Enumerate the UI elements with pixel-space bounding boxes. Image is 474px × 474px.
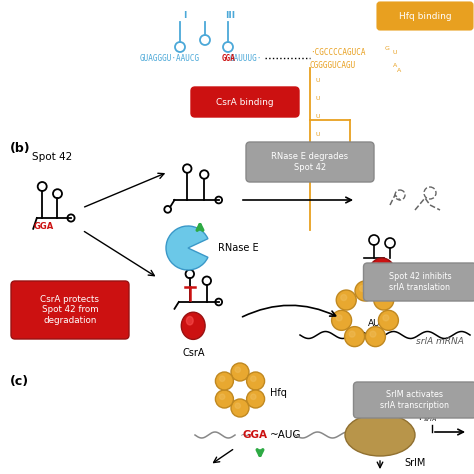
FancyBboxPatch shape <box>354 382 474 418</box>
Circle shape <box>219 394 225 400</box>
Circle shape <box>336 290 356 310</box>
Text: P$_{\it{srlA}}$: P$_{\it{srlA}}$ <box>418 412 437 424</box>
Circle shape <box>215 390 233 408</box>
FancyBboxPatch shape <box>246 142 374 182</box>
Text: U: U <box>316 95 320 100</box>
Circle shape <box>336 315 342 321</box>
Circle shape <box>370 331 376 337</box>
Text: ·CGCCCCAGUCA: ·CGCCCCAGUCA <box>310 47 365 56</box>
Text: A: A <box>397 67 401 73</box>
Text: (c): (c) <box>10 375 29 388</box>
Circle shape <box>251 376 256 382</box>
Circle shape <box>349 331 355 337</box>
Text: CsrA protects
Spot 42 from
degradation: CsrA protects Spot 42 from degradation <box>40 295 100 325</box>
FancyBboxPatch shape <box>191 87 299 117</box>
Text: GGA: GGA <box>222 54 236 63</box>
Circle shape <box>359 285 365 292</box>
Circle shape <box>383 315 389 321</box>
Text: (b): (b) <box>10 142 31 155</box>
Circle shape <box>365 327 385 346</box>
Ellipse shape <box>372 263 380 273</box>
Text: I: I <box>183 11 187 20</box>
Text: GAUUUG·: GAUUUG· <box>230 54 263 63</box>
Text: U: U <box>316 78 320 82</box>
Text: RNase E degrades
Spot 42: RNase E degrades Spot 42 <box>272 152 348 172</box>
Text: Hfq: Hfq <box>270 388 287 398</box>
Text: CGGGGUCAGU: CGGGGUCAGU <box>310 61 356 70</box>
Ellipse shape <box>181 312 205 339</box>
FancyBboxPatch shape <box>364 263 474 301</box>
FancyBboxPatch shape <box>377 2 473 30</box>
Circle shape <box>355 281 375 301</box>
Text: G: G <box>385 46 390 51</box>
Circle shape <box>345 327 365 346</box>
Ellipse shape <box>345 414 415 456</box>
Text: U: U <box>316 113 320 118</box>
Text: ~: ~ <box>240 428 250 441</box>
Text: GUAGGGU·AAUCG: GUAGGGU·AAUCG <box>140 54 200 63</box>
Ellipse shape <box>368 258 396 292</box>
Circle shape <box>378 294 384 301</box>
Text: GGA: GGA <box>34 222 54 230</box>
Wedge shape <box>166 226 208 270</box>
FancyBboxPatch shape <box>11 281 129 339</box>
Text: ~AUG: ~AUG <box>270 430 301 440</box>
Text: III: III <box>225 11 235 20</box>
Circle shape <box>235 403 240 409</box>
Circle shape <box>341 294 347 301</box>
Text: SrlM: SrlM <box>404 458 426 468</box>
Circle shape <box>231 399 249 417</box>
Circle shape <box>235 367 240 373</box>
Circle shape <box>332 310 352 330</box>
Circle shape <box>374 290 394 310</box>
Circle shape <box>378 310 399 330</box>
Text: CsrA binding: CsrA binding <box>216 98 274 107</box>
Text: RNase E: RNase E <box>218 243 259 253</box>
Circle shape <box>231 363 249 381</box>
Text: U: U <box>316 149 320 155</box>
Text: SrlM activates
srlA transcription: SrlM activates srlA transcription <box>381 390 449 410</box>
Text: Hfq binding: Hfq binding <box>399 11 451 20</box>
Circle shape <box>215 372 233 390</box>
Text: A: A <box>393 63 397 67</box>
Ellipse shape <box>186 317 193 325</box>
Text: A: A <box>316 167 320 173</box>
Circle shape <box>246 390 264 408</box>
Text: U: U <box>316 131 320 137</box>
Text: GGA: GGA <box>243 430 267 440</box>
Text: srlA mRNA: srlA mRNA <box>416 337 464 346</box>
Circle shape <box>246 372 264 390</box>
Text: Spot 42 inhibits
srlA translation: Spot 42 inhibits srlA translation <box>389 272 451 292</box>
Text: Spot 42: Spot 42 <box>32 152 72 162</box>
Circle shape <box>219 376 225 382</box>
Circle shape <box>251 394 256 400</box>
Text: AUG: AUG <box>368 319 388 328</box>
Text: U: U <box>393 49 398 55</box>
Text: CsrA: CsrA <box>183 348 205 358</box>
